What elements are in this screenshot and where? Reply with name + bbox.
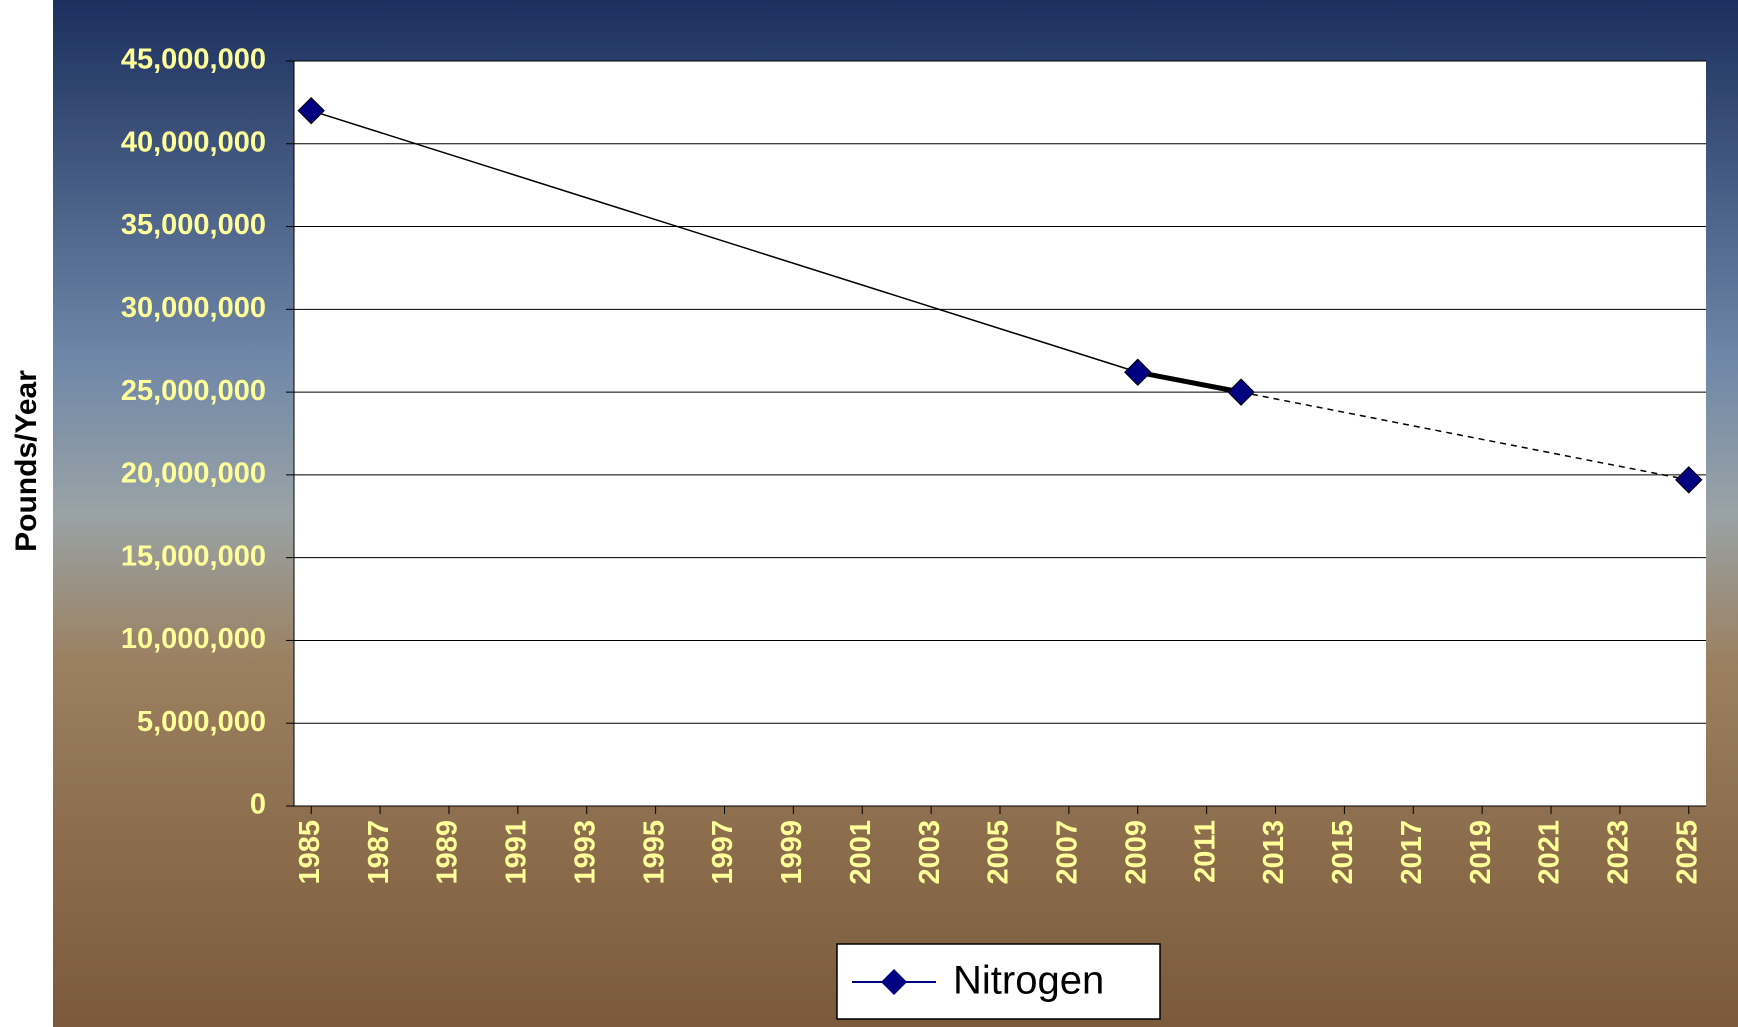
x-tick-label: 2001 xyxy=(845,820,877,885)
y-tick-label: 10,000,000 xyxy=(121,623,266,655)
x-tick-label: 1995 xyxy=(638,820,670,885)
y-tick-label: 15,000,000 xyxy=(121,540,266,572)
x-tick-label: 1993 xyxy=(569,820,601,885)
x-tick-label: 2005 xyxy=(983,820,1015,885)
y-tick-label: 5,000,000 xyxy=(137,706,266,738)
x-tick-label: 2013 xyxy=(1258,820,1290,885)
x-tick-label: 2023 xyxy=(1603,820,1635,885)
legend-label: Nitrogen xyxy=(953,959,1104,1003)
y-tick-label: 0 xyxy=(250,789,266,821)
y-tick-label: 20,000,000 xyxy=(121,458,266,490)
y-tick-label: 40,000,000 xyxy=(121,126,266,158)
x-tick-label: 1987 xyxy=(363,820,395,885)
y-tick-label: 30,000,000 xyxy=(121,292,266,324)
x-tick-label: 1999 xyxy=(776,820,808,885)
y-tick-label: 45,000,000 xyxy=(121,44,266,76)
x-tick-label: 1989 xyxy=(432,820,464,885)
x-tick-label: 1985 xyxy=(294,820,326,885)
y-tick-label: 35,000,000 xyxy=(121,209,266,241)
x-tick-label: 2017 xyxy=(1396,820,1428,885)
y-tick-label: 25,000,000 xyxy=(121,375,266,407)
y-axis-title: Pounds/Year xyxy=(10,370,43,552)
x-tick-label: 1991 xyxy=(501,820,533,885)
x-tick-label: 2019 xyxy=(1465,820,1497,885)
x-tick-label: 2025 xyxy=(1671,820,1703,885)
x-tick-label: 2007 xyxy=(1052,820,1084,885)
x-tick-label: 2011 xyxy=(1189,820,1221,883)
x-tick-label: 2009 xyxy=(1120,820,1152,885)
x-tick-label: 1997 xyxy=(707,820,739,885)
x-tick-label: 2021 xyxy=(1534,820,1566,885)
x-tick-label: 2003 xyxy=(914,820,946,885)
x-tick-label: 2015 xyxy=(1327,820,1359,885)
chart: Pounds/Year 0 5,000,000 10,000,000 15,000,0… xyxy=(0,0,1738,1027)
